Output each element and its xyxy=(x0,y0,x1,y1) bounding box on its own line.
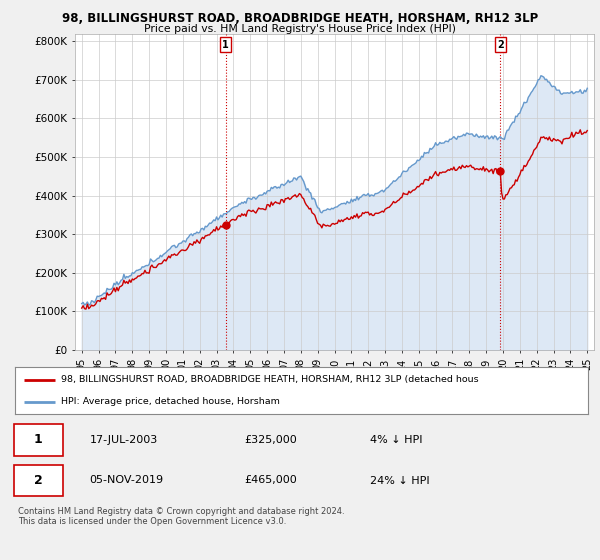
Text: HPI: Average price, detached house, Horsham: HPI: Average price, detached house, Hors… xyxy=(61,397,280,406)
Text: 17-JUL-2003: 17-JUL-2003 xyxy=(89,435,158,445)
Text: £325,000: £325,000 xyxy=(244,435,297,445)
Text: 2: 2 xyxy=(497,40,503,50)
Text: 24% ↓ HPI: 24% ↓ HPI xyxy=(370,475,430,486)
Text: 1: 1 xyxy=(222,40,229,50)
Text: £465,000: £465,000 xyxy=(244,475,297,486)
Text: 2: 2 xyxy=(34,474,42,487)
FancyBboxPatch shape xyxy=(14,424,62,456)
Text: 98, BILLINGSHURST ROAD, BROADBRIDGE HEATH, HORSHAM, RH12 3LP (detached hous: 98, BILLINGSHURST ROAD, BROADBRIDGE HEAT… xyxy=(61,375,478,384)
Text: 4% ↓ HPI: 4% ↓ HPI xyxy=(370,435,423,445)
Text: 98, BILLINGSHURST ROAD, BROADBRIDGE HEATH, HORSHAM, RH12 3LP: 98, BILLINGSHURST ROAD, BROADBRIDGE HEAT… xyxy=(62,12,538,25)
Text: Contains HM Land Registry data © Crown copyright and database right 2024.
This d: Contains HM Land Registry data © Crown c… xyxy=(18,507,344,526)
FancyBboxPatch shape xyxy=(14,465,62,496)
Text: 1: 1 xyxy=(34,433,42,446)
Text: Price paid vs. HM Land Registry's House Price Index (HPI): Price paid vs. HM Land Registry's House … xyxy=(144,24,456,34)
Text: 05-NOV-2019: 05-NOV-2019 xyxy=(89,475,164,486)
